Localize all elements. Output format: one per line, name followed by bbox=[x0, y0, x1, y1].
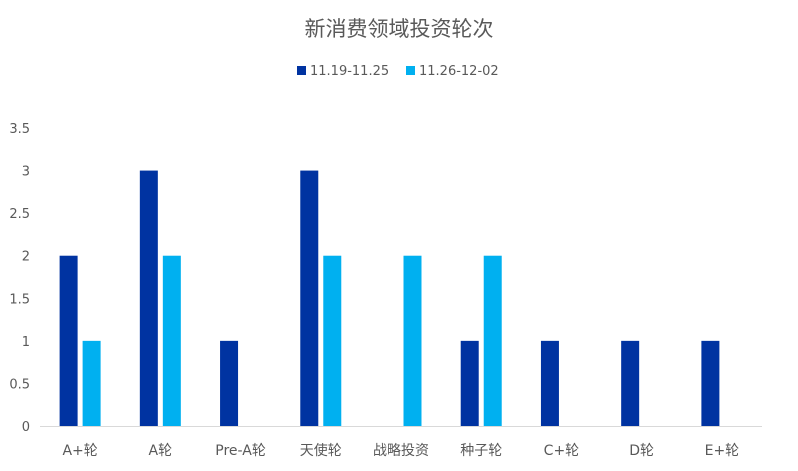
legend-swatch-1 bbox=[406, 66, 415, 75]
legend-label-0: 11.19-11.25 bbox=[310, 64, 389, 79]
y-tick-label: 2 bbox=[22, 250, 30, 265]
bar-series1-8 bbox=[701, 340, 720, 426]
bar-series1-2 bbox=[220, 340, 239, 426]
y-tick-label: 0.5 bbox=[9, 377, 30, 392]
legend: 11.19-11.25 11.26-12-02 bbox=[297, 64, 499, 79]
chart-title: 新消费领域投资轮次 bbox=[305, 17, 494, 41]
bar-series2-1 bbox=[162, 255, 181, 426]
legend-label-1: 11.26-12-02 bbox=[419, 64, 499, 79]
x-tick-label: A+轮 bbox=[62, 443, 97, 459]
bar-series2-3 bbox=[323, 255, 342, 426]
bars bbox=[59, 170, 720, 426]
x-tick-label: A轮 bbox=[149, 443, 173, 459]
x-tick-label: C+轮 bbox=[544, 443, 580, 459]
x-tick-label: 种子轮 bbox=[460, 443, 502, 459]
x-tick-label: E+轮 bbox=[705, 443, 740, 459]
bar-series1-5 bbox=[460, 340, 479, 426]
legend-swatch-0 bbox=[297, 66, 306, 75]
x-tick-label: Pre-A轮 bbox=[215, 443, 266, 459]
x-tick-label: 战略投资 bbox=[373, 443, 429, 459]
y-tick-label: 0 bbox=[22, 420, 30, 435]
y-tick-label: 3 bbox=[22, 165, 30, 180]
y-tick-label: 1.5 bbox=[9, 292, 30, 307]
x-axis: A+轮 A轮 Pre-A轮 天使轮 战略投资 种子轮 C+轮 D轮 E+轮 bbox=[40, 426, 762, 459]
x-tick-label: 天使轮 bbox=[300, 442, 342, 459]
x-tick-label: D轮 bbox=[629, 443, 654, 459]
bar-series1-3 bbox=[300, 170, 319, 426]
y-tick-label: 3.5 bbox=[9, 122, 30, 137]
bar-series2-5 bbox=[483, 255, 502, 426]
bar-series2-4 bbox=[403, 255, 422, 426]
bar-series2-0 bbox=[82, 340, 101, 426]
bar-series1-7 bbox=[621, 340, 640, 426]
y-tick-label: 2.5 bbox=[9, 207, 30, 222]
bar-series1-1 bbox=[139, 170, 158, 426]
bar-series1-6 bbox=[540, 340, 559, 426]
bar-series1-0 bbox=[59, 255, 78, 426]
y-axis: 0 0.5 1 1.5 2 2.5 3 3.5 bbox=[9, 122, 30, 435]
y-tick-label: 1 bbox=[22, 335, 30, 350]
